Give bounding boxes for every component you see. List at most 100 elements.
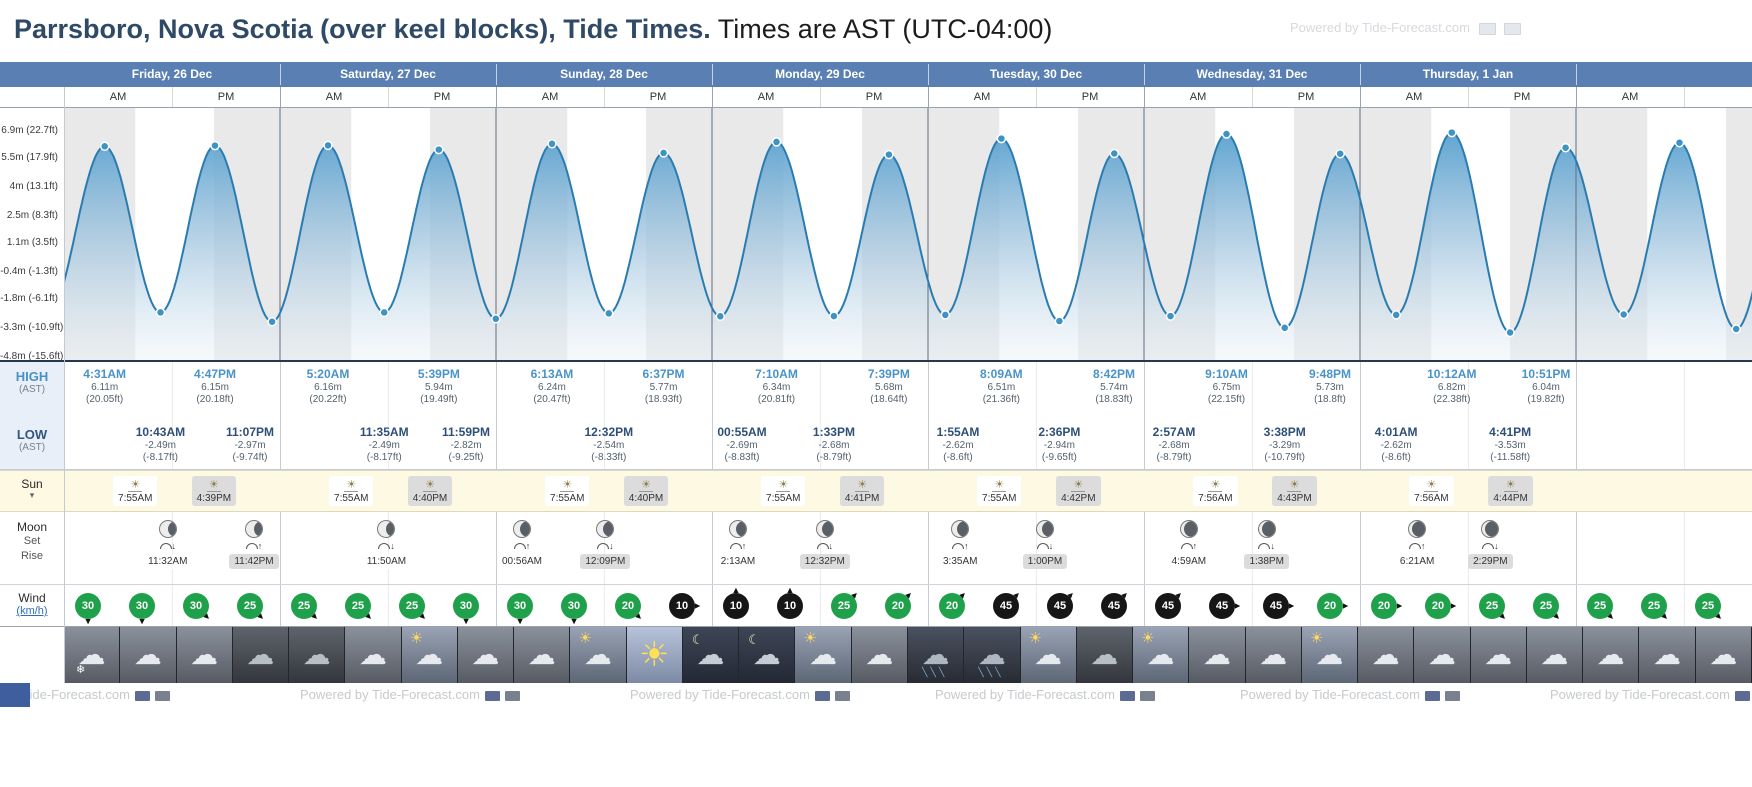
tide-height-ft: (-8.6ft): [1381, 452, 1411, 463]
sun-time: 4:40PM: [412, 493, 448, 504]
tide-height-ft: (21.36ft): [982, 394, 1020, 405]
powered-by-text[interactable]: Powered by Tide-Forecast.com: [1550, 687, 1730, 702]
powered-by-text[interactable]: Powered by Tide-Forecast.com: [0, 687, 130, 702]
tide-curve-fill: [46, 132, 1752, 362]
wind-badge: 30 ▲: [557, 589, 591, 627]
wind-speed: 10: [723, 593, 749, 619]
powered-by-text[interactable]: Powered by Tide-Forecast.com: [1240, 687, 1420, 702]
tide-time: 11:59PM: [441, 425, 491, 439]
kmh-unit-link[interactable]: (km/h): [16, 605, 48, 617]
weather-tile-rain: ☁ ╲╲╲: [907, 627, 965, 683]
moon-time-wrap: 2:13AM: [703, 554, 773, 569]
powered-by-text[interactable]: Powered by Tide-Forecast.com: [935, 687, 1115, 702]
day-header-5: Tuesday, 30 Dec: [989, 67, 1083, 81]
wind-speed: 25: [1533, 593, 1559, 619]
partly-icon: ☁: [584, 639, 613, 670]
day-divider-line: [496, 87, 497, 107]
weather-tile-cloud: ☁: [1245, 627, 1302, 683]
day-header-row: Friday, 26 Dec Saturday, 27 Dec Sunday, 28…: [0, 62, 1752, 87]
powered-by-watermark[interactable]: Powered by Tide-Forecast.com: [1550, 687, 1752, 702]
tide-point-high: [1560, 142, 1571, 153]
sun-glyph: ☀: [1289, 479, 1300, 491]
moon-row-label: Moon Set Rise: [0, 512, 64, 584]
powered-by-text[interactable]: Powered by Tide-Forecast.com: [1290, 20, 1470, 35]
moon-phase-icon: [1036, 520, 1054, 538]
weather-tile-cloud: ☁: [1189, 627, 1246, 683]
wind-row-label: Wind (km/h): [0, 585, 64, 626]
wind-row: Wind (km/h) 30 ▲ 30 ▲ 30 ▲ 25 ▲ 25 ▲ 25 ▲ 25 ▲ 30 ▲ 30 ▲ 3…: [0, 585, 1752, 627]
moon-phase-shadow: [1183, 521, 1197, 537]
tide-point-low: [1165, 311, 1176, 321]
powered-by-watermark[interactable]: Powered by Tide-Forecast.com: [0, 687, 170, 702]
sun-glyph: ☀: [562, 479, 573, 491]
tide-height-m: 6.82m: [1437, 382, 1466, 393]
flag-icon: [834, 690, 850, 701]
wind-speed: 30: [453, 593, 479, 619]
wind-speed: 45: [1209, 593, 1235, 619]
tide-time: 2:57AM: [1152, 425, 1196, 439]
wind-direction-arrow: ▲: [731, 585, 741, 595]
half-day-divider-line: [1036, 87, 1037, 107]
weather-tile-cloud: ☁: [1526, 627, 1584, 683]
moonset-arc-icon: ↓: [570, 542, 640, 552]
sun-icon: ☀: [803, 630, 817, 647]
moonrise-arc-icon: ↑: [703, 542, 773, 552]
horizon-line: [423, 491, 437, 492]
dark-cloud-icon: ☁: [302, 639, 331, 670]
wind-badge: 20 ▲: [1313, 589, 1351, 623]
tide-point-high: [99, 141, 110, 152]
moon-time: 1:38PM: [1244, 554, 1289, 569]
tide-height-ft: (18.8ft): [1314, 394, 1346, 405]
tide-time: 9:48PM: [1308, 367, 1352, 381]
moonset-arc-icon: ↓: [351, 542, 421, 552]
moon-phase-icon: [1408, 520, 1427, 538]
am-label: AM: [973, 91, 991, 103]
tide-point-high: [210, 140, 220, 151]
sunrise-entry: ☀ 7:56AM: [1183, 476, 1247, 506]
cloud-icon: ☁: [190, 639, 219, 670]
powered-by-watermark[interactable]: Powered by Tide-Forecast.com: [630, 687, 850, 702]
moon-time: 4:59AM: [1166, 554, 1212, 569]
sun-time: 4:42PM: [1061, 493, 1096, 504]
wind-direction-arrow: ▲: [1449, 601, 1459, 611]
sunrise-entry: ☀ 7:55AM: [967, 476, 1031, 506]
sun-glyph: ☀: [425, 479, 435, 491]
weather-tile-cloud: ☁: [514, 627, 571, 683]
powered-by-watermark[interactable]: Powered by Tide-Forecast.com: [1240, 687, 1460, 702]
weather-strip: ☁ ❄ ☁ ☁ ☁ ☁ ☁ ☁ ☀ ☁ ☁ ☁ ☀ ☀ ☁ ☾ ☁ ☾ ☁ ☀ ☁ ☁ ╲╲╲ ☁ ╲╲╲ ☁ ☀ ☁ ☁ ☀ ☁ ☁ ☁ ☀ ☁ ☁…: [64, 627, 1752, 683]
powered-by-watermark[interactable]: Powered by Tide-Forecast.com: [935, 687, 1155, 702]
moon-phase-shadow: [603, 521, 614, 537]
flag-icon: [484, 690, 500, 701]
powered-by-watermark-top[interactable]: Powered by Tide-Forecast.com: [1290, 20, 1522, 35]
moon-time-wrap: 12:09PM: [570, 554, 640, 569]
tide-height-m: -2.62m: [1380, 440, 1412, 451]
moon-phase-shadow: [254, 521, 262, 537]
am-label: AM: [757, 91, 775, 103]
moon-phase-shadow: [1485, 521, 1499, 537]
sun-row: Sun ▾ ☀ 7:55AM ☀ 4:39PM ☀ 7:55AM ☀ 4:40PM ☀ 7:55A…: [0, 470, 1752, 512]
y-axis-label: -3.3m (-10.9ft): [0, 322, 64, 334]
powered-by-text[interactable]: Powered by Tide-Forecast.com: [630, 687, 810, 702]
wind-badge: 30 ▲: [449, 589, 483, 627]
low-tide-entry: 1:33PM -2.68m (-8.79ft): [789, 425, 879, 464]
y-axis-label: 2.5m (8.3ft): [6, 210, 58, 222]
moon-time: 3:35AM: [938, 554, 983, 569]
cloud-icon: ☁: [1709, 639, 1738, 670]
wind-label: Wind: [18, 591, 46, 605]
powered-by-text[interactable]: Powered by Tide-Forecast.com: [300, 687, 480, 702]
wind-speed: 25: [399, 593, 425, 619]
weather-tile-cloud: ☁: [120, 627, 177, 683]
powered-by-watermark[interactable]: Powered by Tide-Forecast.com: [300, 687, 520, 702]
arc-glyph: [1408, 543, 1421, 549]
wind-badge: 20 ▲: [881, 588, 916, 623]
sun-rise-pill: ☀ 7:55AM: [977, 476, 1022, 506]
half-day-divider-line: [172, 87, 173, 107]
wind-badge: 25 ▲: [1691, 589, 1726, 624]
arc-glyph: [1036, 543, 1049, 549]
arc-glyph: [378, 543, 391, 549]
weather-tile-cloud: ☁: [1583, 627, 1640, 683]
tide-time: 12:32PM: [584, 425, 634, 439]
tide-height-ft: (-11.58ft): [1490, 452, 1531, 463]
wind-badge: 10 ▲: [719, 585, 753, 623]
